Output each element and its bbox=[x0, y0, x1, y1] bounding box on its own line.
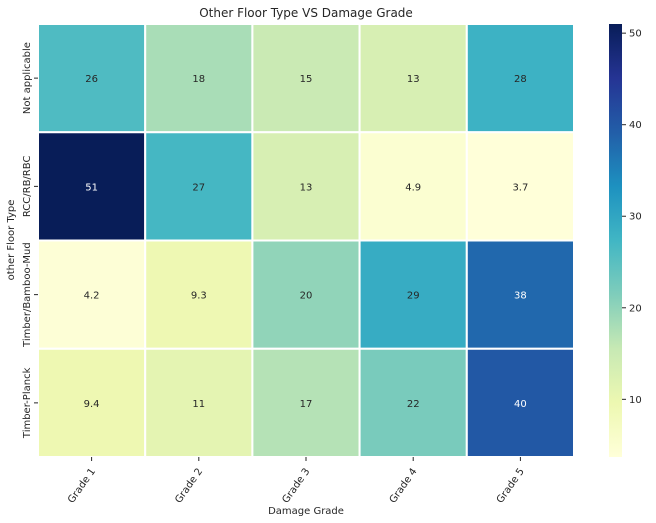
heatmap-cell bbox=[251, 23, 361, 134]
cell-value-label: 29 bbox=[407, 291, 420, 302]
x-tick-label: Grade 4 bbox=[388, 466, 420, 505]
y-axis-ticks: Not applicable RCC/RB/RBC Timber/Bamboo-Mu… bbox=[22, 42, 38, 439]
cell-value-label: 4.9 bbox=[405, 182, 421, 193]
colorbar bbox=[609, 24, 622, 457]
cell-value-label: 38 bbox=[514, 291, 527, 302]
cell-value-label: 18 bbox=[192, 74, 205, 85]
cell-value-label: 9.4 bbox=[84, 399, 100, 410]
cell-value-label: 15 bbox=[300, 74, 313, 85]
colorbar-tick-label: 50 bbox=[629, 29, 642, 40]
heatmap-cell bbox=[251, 131, 361, 242]
x-axis-label: Damage Grade bbox=[268, 506, 344, 517]
cell-value-label: 13 bbox=[300, 182, 313, 193]
cell-value-label: 4.2 bbox=[84, 291, 100, 302]
y-axis-label: other Floor Type bbox=[6, 200, 17, 281]
heatmap-cell bbox=[358, 239, 468, 350]
chart-title: Other Floor Type VS Damage Grade bbox=[199, 6, 413, 20]
heatmap-cells: 26 18 15 13 28 51 27 13 4.9 3.7 4.2 9.3 20 29 38 9.4 11 1… bbox=[37, 23, 575, 458]
colorbar-tick-label: 30 bbox=[629, 212, 642, 223]
x-axis-ticks: Grade 1 Grade 2 Grade 3 Grade 4 Grade 5 bbox=[66, 457, 527, 506]
heatmap-cell bbox=[144, 23, 254, 134]
cell-value-label: 17 bbox=[300, 399, 313, 410]
heatmap-cell bbox=[251, 347, 361, 458]
cell-value-label: 22 bbox=[407, 399, 420, 410]
y-tick-label: RCC/RB/RBC bbox=[22, 156, 33, 218]
cell-value-label: 3.7 bbox=[512, 182, 528, 193]
x-tick-label: Grade 3 bbox=[280, 466, 312, 505]
colorbar-tick-label: 10 bbox=[629, 395, 642, 406]
cell-value-label: 11 bbox=[192, 399, 205, 410]
cell-value-label: 51 bbox=[85, 182, 98, 193]
cell-value-label: 28 bbox=[514, 74, 527, 85]
colorbar-tick-label: 40 bbox=[629, 120, 642, 131]
x-tick-label: Grade 5 bbox=[495, 466, 527, 505]
cell-value-label: 13 bbox=[407, 74, 420, 85]
x-tick-label: Grade 2 bbox=[173, 466, 205, 505]
heatmap-cell bbox=[144, 347, 254, 458]
heatmap-cell bbox=[465, 131, 575, 242]
y-tick-label: Not applicable bbox=[22, 42, 33, 114]
y-tick-label: Timber/Bamboo-Mud bbox=[22, 242, 33, 348]
heatmap-cell bbox=[144, 239, 254, 350]
heatmap-cell bbox=[358, 347, 468, 458]
cell-value-label: 20 bbox=[300, 291, 313, 302]
y-tick-label: Timber-Planck bbox=[22, 367, 33, 439]
colorbar-ticks: 10 20 30 40 50 bbox=[622, 29, 642, 406]
cell-value-label: 26 bbox=[85, 74, 98, 85]
cell-value-label: 9.3 bbox=[191, 291, 207, 302]
heatmap-cell bbox=[465, 347, 575, 458]
cell-value-label: 40 bbox=[514, 399, 527, 410]
x-tick-label: Grade 1 bbox=[66, 466, 98, 505]
colorbar-tick-label: 20 bbox=[629, 303, 642, 314]
cell-value-label: 27 bbox=[192, 182, 205, 193]
heatmap-cell bbox=[37, 23, 147, 134]
